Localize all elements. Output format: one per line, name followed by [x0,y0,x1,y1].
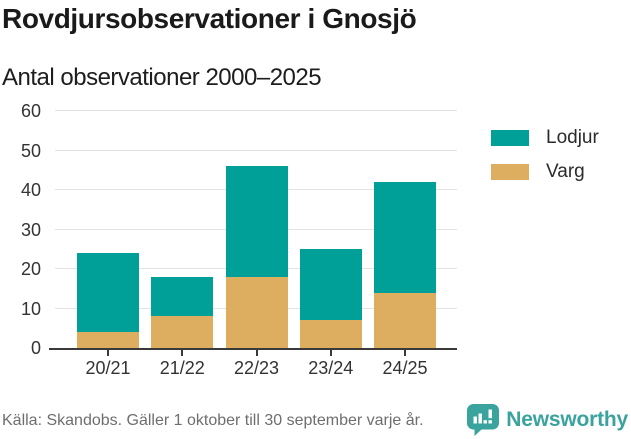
gridline [55,110,457,111]
y-axis-tick-label: 50 [20,140,41,161]
chart-subtitle: Antal observationer 2000–2025 [2,64,322,91]
y-axis-tick-label: 10 [20,298,41,319]
source-note: Källa: Skandobs. Gäller 1 oktober till 3… [2,412,424,429]
y-axis-tick-label: 60 [20,101,41,121]
bar-segment-lodjur-20/21 [77,253,139,333]
legend-swatch [491,130,529,146]
x-axis-line [49,348,457,350]
y-axis-tick-label: 0 [30,338,41,358]
x-axis-label: 22/23 [233,358,280,378]
y-axis-tick-label: 30 [20,219,41,240]
brand-logo: Newsworthy [467,404,628,436]
x-axis-tick [181,350,184,356]
legend-label: Varg [546,161,585,182]
x-axis-tick [404,350,406,356]
bar-segment-varg-21/22 [151,316,214,348]
legend-item-lodjur: Lodjur [491,127,599,149]
y-axis-tick-label: 20 [20,259,41,279]
bar-segment-lodjur-21/22 [151,276,214,317]
x-axis-tick [329,350,332,356]
bar-segment-lodjur-23/24 [299,249,362,321]
brand-name: Newsworthy [506,408,628,431]
bar-segment-varg-23/24 [299,320,362,348]
x-axis-label: 23/24 [308,358,354,378]
bar-segment-lodjur-24/25 [374,182,436,293]
x-axis-tick [107,350,109,356]
chart-title: Rovdjursobservationer i Gnosjö [2,3,417,34]
legend-item-varg: Varg [491,161,599,183]
bar-segment-lodjur-22/23 [225,166,288,277]
y-axis-tick-label: 40 [20,180,41,200]
plot-area: 20/21 21/22 22/23 23/24 24/25 [49,110,457,378]
bar-segment-varg-24/25 [374,292,436,348]
legend-label: Lodjur [546,127,599,148]
x-axis-label: 24/25 [382,358,428,378]
x-axis-tick [255,350,258,356]
x-axis-label: 21/22 [159,358,205,378]
y-axis: 0 10 20 30 40 50 60 [0,101,41,358]
legend-swatch [491,164,529,180]
x-axis-label: 20/21 [85,358,131,378]
legend: Lodjur Varg [491,127,599,183]
bar-segment-varg-22/23 [225,276,288,348]
bar-chart-speech-bubble-icon [467,404,500,436]
gridline [55,149,457,151]
bar-segment-varg-20/21 [77,332,139,348]
